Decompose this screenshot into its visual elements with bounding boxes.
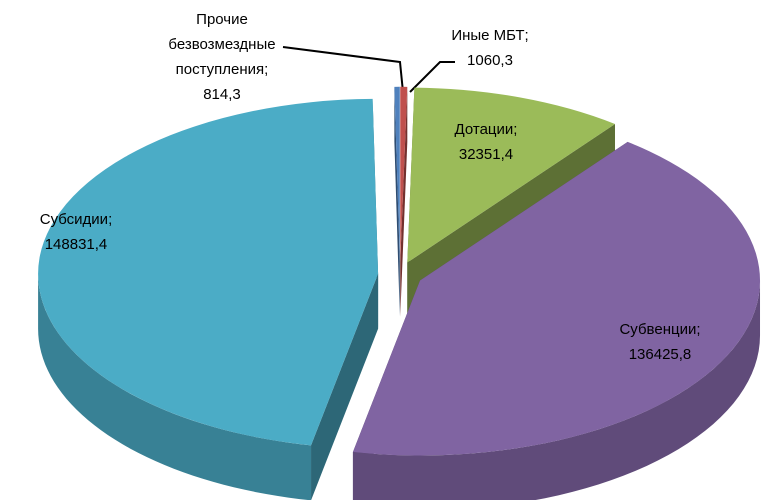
- slice: [352, 141, 761, 500]
- slice-wall: [394, 86, 400, 317]
- data-label-value: 814,3: [203, 86, 241, 103]
- slice-top: [400, 86, 408, 262]
- slice-side: [352, 280, 761, 500]
- slice: [400, 86, 408, 317]
- slice-top: [38, 98, 379, 446]
- slice-top: [394, 86, 400, 262]
- data-label-category: Субвенции;: [619, 321, 700, 338]
- slice: [38, 98, 379, 500]
- slice-top: [352, 141, 761, 456]
- slice-wall: [400, 86, 408, 317]
- slice: [394, 86, 400, 317]
- data-label-value: 136425,8: [629, 346, 692, 363]
- slice-wall: [311, 273, 379, 500]
- data-label-value: 148831,4: [45, 236, 108, 253]
- slice-side: [38, 273, 312, 500]
- data-label-category: Дотации;: [455, 121, 518, 138]
- slice-top: [407, 87, 615, 263]
- leader-line: [282, 46, 404, 93]
- data-label-value: 1060,3: [467, 52, 513, 69]
- data-label-category: Прочие безвозмездные поступления;: [168, 11, 275, 78]
- data-label-value: 32351,4: [459, 146, 513, 163]
- data-label-category: Иные МБТ;: [451, 27, 528, 44]
- leader-line: [409, 61, 455, 93]
- data-label-category: Субсидии;: [40, 211, 112, 228]
